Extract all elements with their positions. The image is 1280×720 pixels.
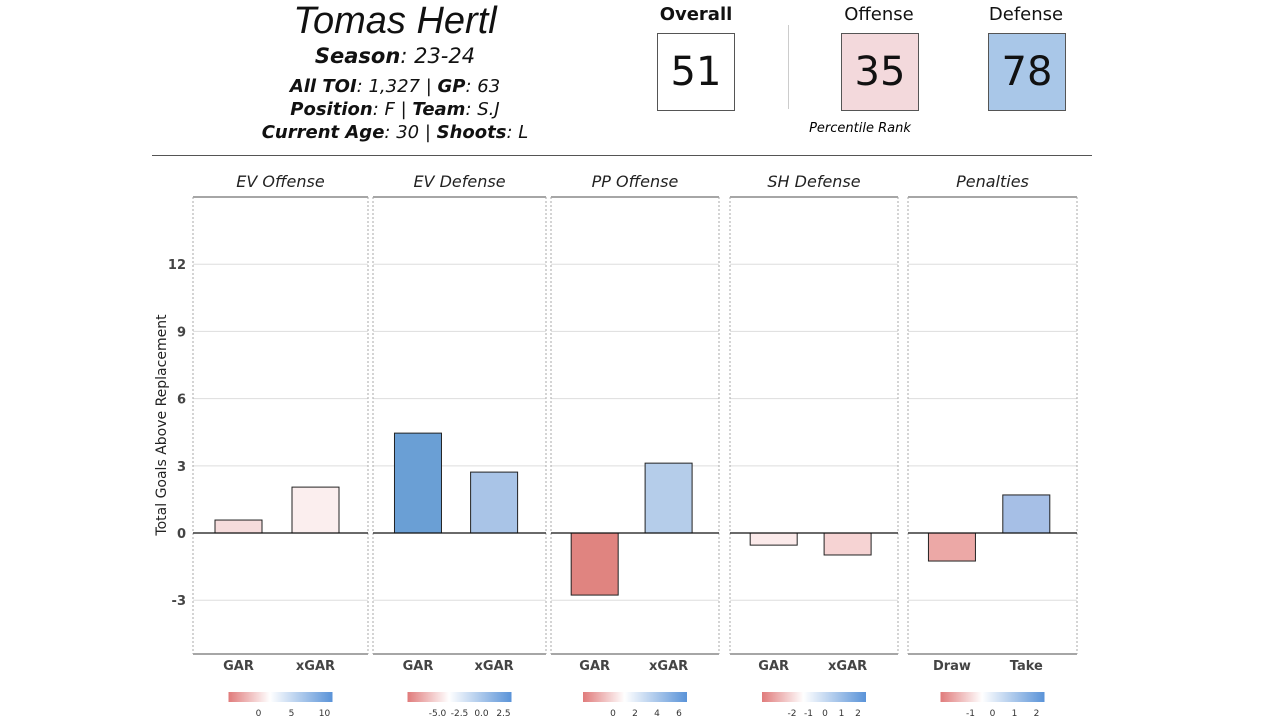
legend-tick: 2.5 [496, 709, 510, 719]
panel-title: EV Offense [236, 172, 325, 191]
bar-draw [927, 532, 976, 562]
color-legend [407, 692, 512, 702]
bar-gar [749, 532, 798, 546]
bar-xgar [470, 471, 519, 534]
bar-xgar [823, 532, 872, 556]
x-tick-label: GAR [223, 659, 254, 674]
offense-value: 35 [841, 33, 919, 111]
x-tick-label: GAR [403, 659, 434, 674]
x-tick-label: xGAR [828, 659, 867, 674]
legend-tick: -5.0 [429, 709, 447, 719]
y-tick-label: -3 [172, 594, 186, 609]
bar-gar [570, 532, 619, 596]
legend-tick: 10 [319, 709, 331, 719]
legend-tick: 0 [990, 709, 996, 719]
divider [788, 25, 789, 109]
overall-value: 51 [657, 33, 735, 111]
x-tick-label: Take [1010, 659, 1043, 674]
percentile-caption: Percentile Rank [809, 121, 911, 136]
legend-tick: 1 [839, 709, 845, 719]
offense-label: Offense [844, 4, 914, 25]
panel-title: SH Defense [767, 172, 860, 191]
legend-tick: 0 [256, 709, 262, 719]
legend-tick: 0.0 [474, 709, 489, 719]
legend-tick: 0 [822, 709, 828, 719]
bar-gar [214, 519, 263, 534]
x-tick-label: xGAR [649, 659, 688, 674]
defense-value: 78 [988, 33, 1066, 111]
legend-tick: 2 [1034, 709, 1040, 719]
panel-title: EV Defense [413, 172, 505, 191]
season-line: Season: 23-24 [314, 44, 476, 68]
age-line: Current Age: 30 | Shoots: L [261, 122, 529, 143]
legend-tick: 2 [855, 709, 861, 719]
x-tick-label: GAR [758, 659, 789, 674]
color-legend [583, 692, 687, 702]
position-line: Position: F | Team: S.J [290, 99, 500, 120]
player-name: Tomas Hertl [293, 0, 497, 42]
y-axis-label: Total Goals Above Replacement [154, 314, 170, 537]
x-tick-label: xGAR [296, 659, 335, 674]
color-legend [940, 692, 1045, 702]
toi-line: All TOI: 1,327 | GP: 63 [289, 76, 501, 97]
overall-label: Overall [659, 4, 733, 25]
bar-xgar [291, 486, 340, 534]
y-tick-label: 0 [177, 527, 186, 542]
legend-tick: -1 [966, 709, 975, 719]
legend-tick: -1 [804, 709, 813, 719]
legend-tick: 1 [1012, 709, 1018, 719]
legend-tick: 5 [289, 709, 295, 719]
y-tick-label: 6 [177, 393, 186, 408]
bar-take [1002, 494, 1051, 534]
color-legend [228, 692, 333, 702]
legend-tick: 0 [610, 709, 616, 719]
x-tick-label: Draw [933, 659, 971, 674]
legend-tick: 4 [654, 709, 660, 719]
x-tick-label: GAR [579, 659, 610, 674]
y-tick-label: 12 [168, 258, 186, 273]
color-legend [762, 692, 866, 702]
x-tick-label: xGAR [475, 659, 514, 674]
defense-label: Defense [988, 4, 1064, 25]
y-tick-label: 9 [177, 325, 186, 340]
header-rule [152, 155, 1092, 156]
bar-xgar [644, 462, 693, 534]
legend-tick: -2 [788, 709, 797, 719]
y-tick-label: 3 [177, 460, 186, 475]
legend-tick: 6 [676, 709, 682, 719]
legend-tick: 2 [632, 709, 638, 719]
legend-tick: -2.5 [451, 709, 469, 719]
bar-gar [393, 432, 442, 534]
panel-title: Penalties [956, 172, 1029, 191]
panel-title: PP Offense [592, 172, 679, 191]
